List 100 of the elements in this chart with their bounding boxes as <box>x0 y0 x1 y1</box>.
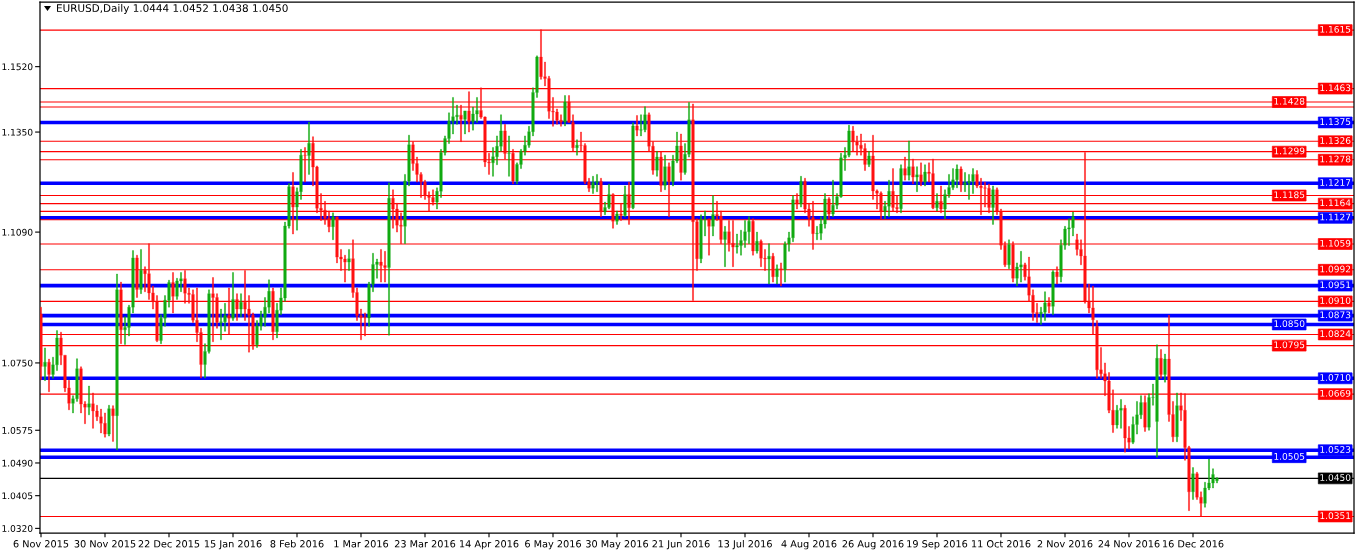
candlestick <box>231 272 235 321</box>
candlestick <box>611 193 615 229</box>
candlestick <box>747 216 751 244</box>
candlestick <box>1055 266 1059 285</box>
candlestick <box>1119 399 1123 429</box>
y-tick-label: 1.0405 <box>2 492 33 500</box>
candlestick <box>119 281 123 344</box>
candlestick <box>1143 395 1147 432</box>
candlestick <box>459 104 463 142</box>
candlestick <box>1043 291 1047 321</box>
candlestick <box>103 412 107 438</box>
candlestick <box>771 253 775 283</box>
candlestick <box>1011 241 1015 283</box>
x-tick-label: 13 Jul 2016 <box>718 539 772 550</box>
x-tick-label: 6 May 2016 <box>525 540 581 550</box>
candlestick <box>899 164 903 214</box>
x-tick-label: 15 Jan 2016 <box>204 540 262 550</box>
y-tick-label: 1.0575 <box>2 426 33 434</box>
ref-line-label: 1.1428 <box>1274 97 1305 105</box>
candlestick <box>47 358 51 392</box>
x-tick-label: 2 Nov 2016 <box>1037 540 1093 548</box>
candlestick <box>87 385 91 416</box>
ref-line-label: 1.1164 <box>1320 199 1351 207</box>
y-tick-label: 1.1520 <box>2 63 33 71</box>
ref-line-label: 1.0450 <box>1320 474 1351 481</box>
candlestick <box>91 392 95 429</box>
candlestick <box>1123 405 1127 453</box>
x-tick-label: 6 Nov 2015 <box>13 540 69 548</box>
ref-line-label: 1.0992 <box>1320 265 1351 273</box>
candlestick <box>331 212 335 241</box>
candlestick <box>1051 270 1055 316</box>
candlestick <box>635 115 639 137</box>
ref-line-label: 1.0505 <box>1274 452 1305 460</box>
candlestick <box>659 151 663 192</box>
x-tick-label: 22 Dec 2015 <box>138 540 200 548</box>
x-tick-label: 23 Mar 2016 <box>394 540 456 548</box>
candlestick <box>379 249 383 283</box>
y-tick-label: 1.1350 <box>2 128 33 136</box>
candlestick <box>503 124 507 160</box>
candlestick <box>363 312 367 337</box>
x-tick-label: 16 Dec 2016 <box>1163 540 1224 548</box>
ref-line-label: 1.1278 <box>1320 155 1351 163</box>
candlestick <box>111 405 115 442</box>
candlestick <box>827 197 831 219</box>
candlestick <box>183 270 187 304</box>
x-tick-label: 14 Apr 2016 <box>460 540 519 550</box>
candlestick <box>1155 344 1159 458</box>
candlestick <box>235 293 239 321</box>
candlestick <box>291 172 295 235</box>
candlestick <box>987 183 991 214</box>
ref-line-label: 1.0951 <box>1320 281 1351 289</box>
candlestick <box>707 218 711 256</box>
candlestick <box>691 103 695 301</box>
candlestick <box>591 176 595 194</box>
candlestick <box>831 179 835 217</box>
candlestick <box>811 201 815 250</box>
candlestick <box>595 174 599 192</box>
candlestick <box>751 218 755 256</box>
candlestick <box>931 158 935 210</box>
x-tick-label: 30 Nov 2015 <box>74 540 136 548</box>
candlestick <box>735 233 739 254</box>
candlestick <box>623 185 627 217</box>
candlestick <box>711 195 715 237</box>
candlestick <box>1159 349 1163 379</box>
ref-line-label: 1.1059 <box>1320 239 1351 247</box>
ref-line-label: 1.0910 <box>1320 297 1351 304</box>
candlestick <box>619 203 623 221</box>
candlestick <box>1047 297 1051 314</box>
candlestick <box>1191 467 1195 500</box>
candlestick <box>775 264 779 285</box>
ref-line-label: 1.1463 <box>1320 84 1351 92</box>
x-tick-label: 8 Feb 2016 <box>270 539 324 548</box>
y-tick-label: 1.0490 <box>2 459 33 467</box>
candlestick <box>919 162 923 187</box>
ref-line-label: 1.0710 <box>1320 374 1351 381</box>
x-tick-label: 4 Aug 2016 <box>781 540 837 550</box>
candlestick <box>939 185 943 214</box>
candlestick <box>643 106 647 133</box>
candlestick <box>959 166 963 192</box>
candlestick <box>211 277 215 342</box>
candlestick <box>99 408 103 434</box>
y-tick-label: 1.0750 <box>2 359 33 367</box>
y-tick-label: 1.1090 <box>2 228 33 236</box>
ref-line-label: 1.1185 <box>1274 191 1305 199</box>
candlestick <box>879 191 883 219</box>
candlestick <box>799 176 803 208</box>
candlestick <box>627 181 631 225</box>
candlestick <box>563 95 567 127</box>
chart-title: EURUSD,Daily 1.0444 1.0452 1.0438 1.0450 <box>57 3 288 15</box>
candlestick <box>43 347 47 381</box>
candlestick <box>891 168 895 212</box>
ref-line-label: 1.0824 <box>1320 330 1351 338</box>
candlestick <box>935 193 939 212</box>
candlestick <box>699 214 703 264</box>
candlestick <box>955 164 959 189</box>
x-tick-label: 24 Nov 2016 <box>1098 540 1160 548</box>
candlestick <box>383 251 387 283</box>
x-tick-label: 19 Sep 2016 <box>907 540 968 550</box>
candlestick <box>391 189 395 229</box>
ref-line-label: 1.0795 <box>1274 341 1305 349</box>
